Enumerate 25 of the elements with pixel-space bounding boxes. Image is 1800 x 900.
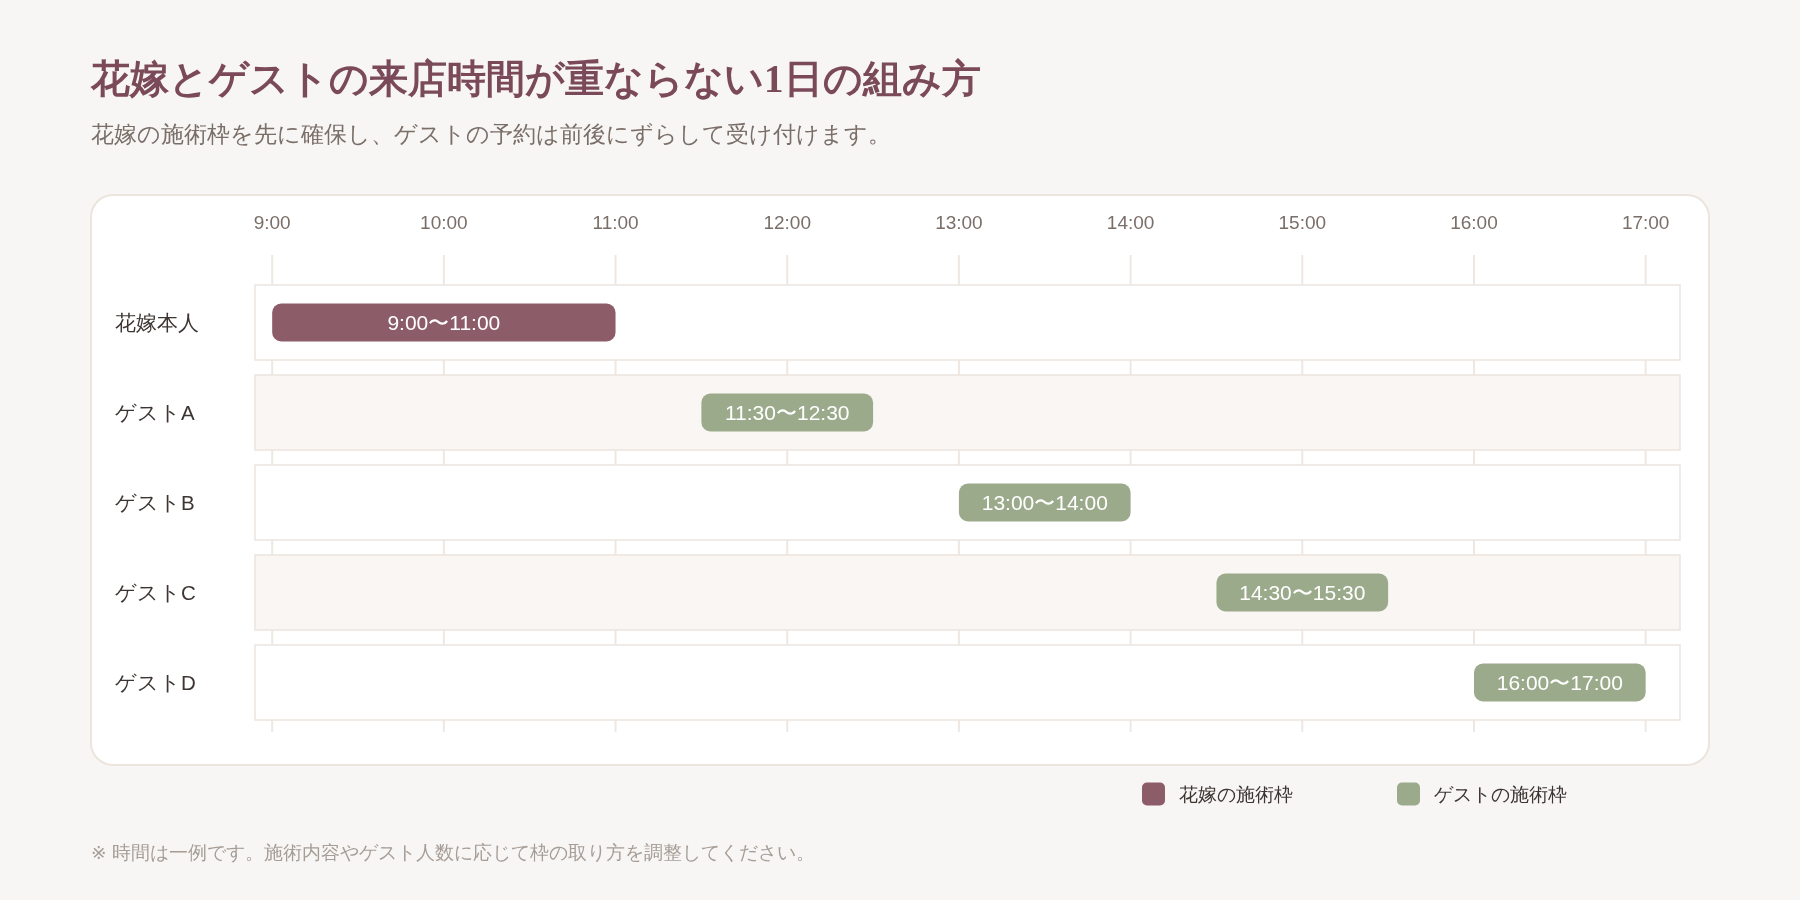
legend-label: ゲストの施術枠: [1434, 783, 1567, 805]
x-tick-label: 11:00: [592, 211, 639, 233]
annotation: ※ 時間は一例です。施術内容やゲスト人数に応じて枠の取り方を調整してください。: [91, 841, 815, 863]
subtitle: 花嫁の施術枠を先に確保し、ゲストの予約は前後にずらして受け付けます。: [91, 121, 891, 147]
x-tick-label: 16:00: [1450, 211, 1498, 233]
y-tick-label: ゲストC: [115, 581, 196, 604]
y-tick-label: 花嫁本人: [115, 311, 199, 334]
title: 花嫁とゲストの来店時間が重ならない1日の組み方: [91, 57, 981, 100]
x-tick-label: 13:00: [935, 211, 983, 233]
data-label: 9:00〜11:00: [387, 311, 501, 334]
x-tick-label: 14:00: [1106, 211, 1155, 233]
legend-label: 花嫁の施術枠: [1179, 783, 1293, 805]
x-tick-label: 9:00: [253, 211, 291, 233]
x-tick-label: 12:00: [763, 211, 811, 233]
data-label: 13:00〜14:00: [981, 491, 1108, 514]
data-label: 11:30〜12:30: [724, 401, 850, 424]
y-tick-label: ゲストA: [115, 401, 195, 424]
y-tick-label: ゲストD: [115, 671, 196, 694]
bar: [272, 303, 616, 342]
x-tick-label: 15:00: [1278, 211, 1327, 233]
y-tick-label: ゲストB: [115, 491, 195, 514]
data-label: 14:30〜15:30: [1239, 581, 1366, 604]
x-tick-label: 10:00: [420, 211, 468, 233]
x-tick-label: 17:00: [1621, 211, 1670, 233]
data-label: 16:00〜17:00: [1496, 671, 1623, 694]
